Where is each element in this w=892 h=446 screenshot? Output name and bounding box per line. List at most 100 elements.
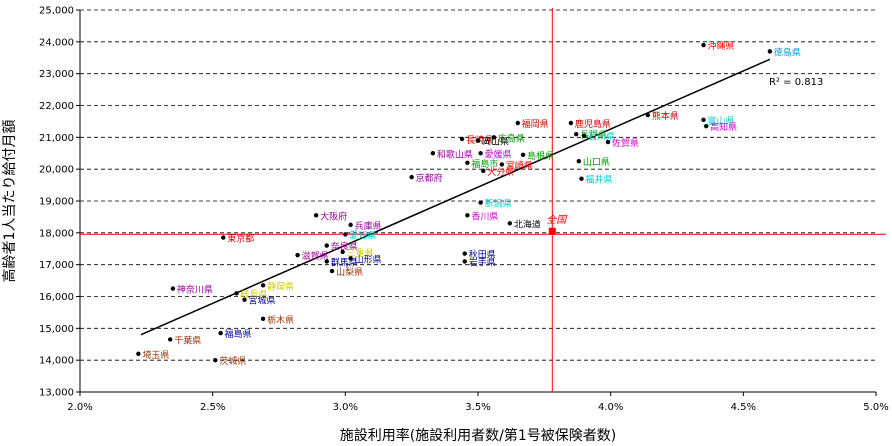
point-label: 東京都 xyxy=(227,233,254,245)
data-point xyxy=(605,139,611,145)
y-tick-label: 17,000 xyxy=(39,260,74,271)
trendline xyxy=(140,58,771,336)
data-point xyxy=(499,162,505,167)
y-tick-label: 21,000 xyxy=(39,133,74,144)
point-label: 宮崎県 xyxy=(506,159,533,171)
y-tick-label: 19,000 xyxy=(39,197,74,208)
data-point xyxy=(168,337,173,342)
y-tick-label: 16,000 xyxy=(39,292,74,303)
point-label: 宮城県 xyxy=(249,295,276,307)
point-label: 奈良県 xyxy=(331,241,358,253)
data-point xyxy=(465,160,470,165)
data-point xyxy=(348,256,353,261)
y-tick-label: 18,000 xyxy=(39,228,74,239)
point-label: 長野県 xyxy=(580,130,607,141)
data-point xyxy=(348,222,353,228)
r-squared-label: R² = 0.813 xyxy=(769,77,823,88)
data-point xyxy=(409,174,414,180)
data-point xyxy=(260,316,266,321)
y-tick-label: 23,000 xyxy=(39,69,74,80)
y-tick-label: 14,000 xyxy=(39,356,74,367)
data-point xyxy=(568,120,574,126)
point-label: 福島県 xyxy=(225,328,252,340)
point-label: 岡山県 xyxy=(482,137,509,148)
point-label: 島根県 xyxy=(527,150,554,162)
y-tick-label: 22,000 xyxy=(39,101,74,112)
data-point xyxy=(462,251,467,256)
y-tick-label: 24,000 xyxy=(39,37,74,48)
point-label: 神奈川県 xyxy=(177,284,213,296)
axes: 13,000 14,000 15,000 16,000 17,000 18,000 19,0… xyxy=(39,6,889,414)
point-label: 滋賀県 xyxy=(302,250,329,262)
x-tick-label: 3.0% xyxy=(333,402,358,413)
point-label: 和歌山県 xyxy=(437,148,473,160)
point-label: 高知県 xyxy=(710,121,737,133)
data-point xyxy=(234,291,239,296)
point-label: 北海道 xyxy=(514,218,541,230)
x-tick-label: 4.0% xyxy=(598,402,623,413)
data-point xyxy=(475,138,481,143)
point-label: 大分県 xyxy=(487,166,514,178)
data-point xyxy=(462,259,467,264)
data-point xyxy=(507,221,513,226)
national-average-label: 全国 xyxy=(546,214,568,226)
data-point xyxy=(324,243,329,248)
data-point xyxy=(491,135,497,140)
point-label: 三重県 xyxy=(347,247,374,259)
data-point xyxy=(430,151,436,156)
data-point xyxy=(520,152,526,158)
point-label: 岩手県 xyxy=(469,256,496,268)
data-point xyxy=(213,357,218,363)
x-tick-label: 2.0% xyxy=(67,402,92,413)
point-label: 福井県 xyxy=(585,174,612,186)
x-axis-title: 施設利用率(施設利用者数/第1号被保険者数) xyxy=(340,427,617,444)
point-label: 新潟県 xyxy=(485,198,512,210)
data-point xyxy=(170,286,176,291)
data-point xyxy=(465,213,470,218)
data-point xyxy=(136,351,141,356)
y-axis-title: 高齢者1人当たり給付月額 xyxy=(1,120,18,283)
data-point xyxy=(260,283,266,288)
point-label: 愛知県 xyxy=(349,229,376,241)
data-point xyxy=(701,42,706,48)
point-label: 石川県 xyxy=(588,132,615,143)
point-label: 茨城県 xyxy=(219,355,246,367)
point-label: 福岡県 xyxy=(522,118,549,130)
data-point xyxy=(343,232,348,237)
data-point xyxy=(218,330,223,336)
national-average-marker xyxy=(548,227,556,235)
grid-lines xyxy=(80,9,876,361)
data-point xyxy=(581,133,587,138)
x-tick-label: 4.5% xyxy=(731,402,756,413)
point-label: 千葉県 xyxy=(174,334,201,346)
x-tick-label: 3.5% xyxy=(465,402,490,413)
data-point xyxy=(242,297,247,302)
trendline-group xyxy=(140,58,771,336)
point-label: 広島県 xyxy=(498,132,525,144)
data-point xyxy=(767,49,773,54)
data-point xyxy=(579,176,584,181)
point-label: 愛媛県 xyxy=(485,148,512,160)
data-point xyxy=(340,249,345,255)
point-label: 栃木県 xyxy=(267,314,294,326)
data-point xyxy=(459,136,465,142)
reference-lines xyxy=(80,8,886,392)
point-label: 大阪府 xyxy=(320,210,347,222)
point-label: 鹿児島県 xyxy=(575,118,611,130)
x-tick-label: 5.0% xyxy=(863,402,888,413)
x-tick-label: 2.5% xyxy=(200,402,225,413)
point-label: 富山県 xyxy=(708,115,735,127)
y-tick-label: 25,000 xyxy=(39,6,74,17)
point-label: 秋田県 xyxy=(469,249,496,261)
point-label: 熊本県 xyxy=(652,110,679,122)
data-point xyxy=(295,252,300,258)
data-point xyxy=(576,159,582,164)
point-label: 徳島県 xyxy=(774,46,801,58)
point-label: 山梨県 xyxy=(336,266,363,278)
point-label: 佐賀県 xyxy=(612,137,639,149)
data-points: 沖縄県徳島県熊本県富山県高知県福岡県鹿児島県長野県石川県佐賀県広島県長崎県岡山県… xyxy=(136,40,801,367)
data-point xyxy=(645,112,651,118)
data-point xyxy=(324,259,329,264)
point-label: 埼玉県 xyxy=(142,349,169,361)
data-point xyxy=(703,123,709,129)
